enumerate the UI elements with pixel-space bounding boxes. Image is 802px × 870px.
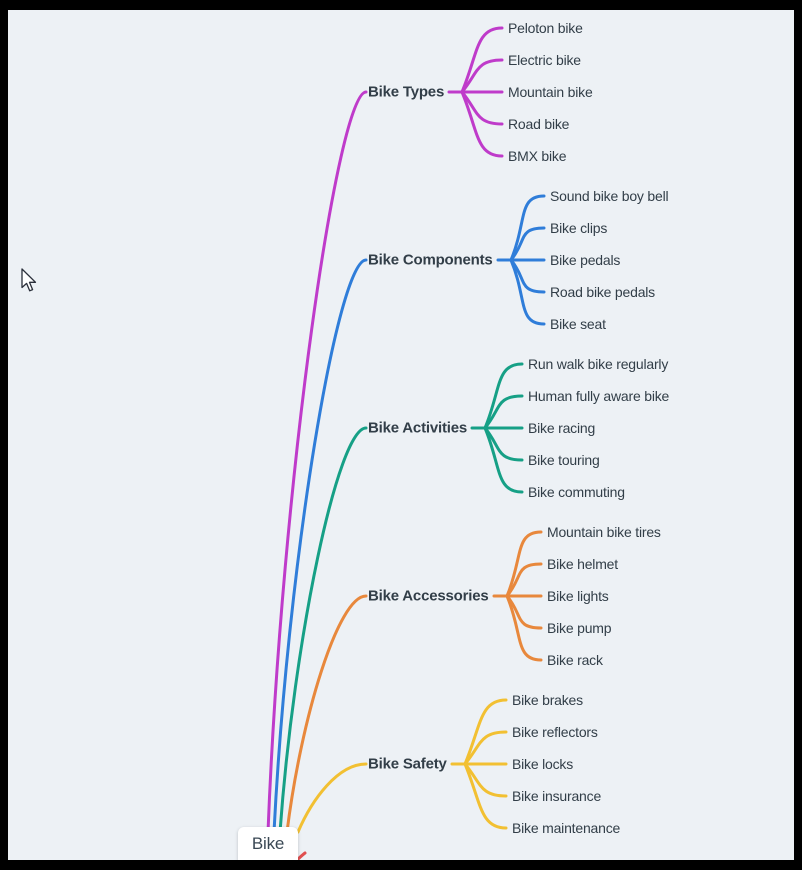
leaf-node[interactable]: Bike maintenance xyxy=(512,820,621,836)
root-node-label: Bike xyxy=(251,834,285,853)
leaf-node[interactable]: Bike helmet xyxy=(547,556,618,572)
leaf-node[interactable]: Peloton bike xyxy=(508,20,583,36)
leaf-node[interactable]: Bike seat xyxy=(550,316,606,332)
leaf-node[interactable]: Bike touring xyxy=(528,452,600,468)
mouse-cursor-icon xyxy=(21,268,37,292)
leaf-node[interactable]: Bike pedals xyxy=(550,252,621,268)
leaf-node[interactable]: Bike brakes xyxy=(512,692,583,708)
leaf-node[interactable]: Bike lights xyxy=(547,588,609,604)
leaf-node[interactable]: Road bike xyxy=(508,116,570,132)
leaf-node[interactable]: Bike reflectors xyxy=(512,724,598,740)
leaf-node[interactable]: Bike pump xyxy=(547,620,612,636)
leaf-node[interactable]: Bike rack xyxy=(547,652,603,668)
leaf-node[interactable]: Mountain bike xyxy=(508,84,593,100)
branch-node-bike-types[interactable]: Bike Types xyxy=(368,83,445,101)
root-node-bike[interactable]: Bike xyxy=(238,827,298,860)
leaf-node[interactable]: Bike commuting xyxy=(528,484,625,500)
branch-node-bike-safety[interactable]: Bike Safety xyxy=(368,755,447,773)
leaf-node[interactable]: Run walk bike regularly xyxy=(528,356,669,372)
leaf-node[interactable]: Sound bike boy bell xyxy=(550,188,669,204)
leaf-node[interactable]: Bike locks xyxy=(512,756,574,772)
mindmap-canvas[interactable]: Bike Types Bike Components Bike Activiti… xyxy=(8,10,794,860)
leaf-node[interactable]: Bike racing xyxy=(528,420,596,436)
branch-node-bike-accessories[interactable]: Bike Accessories xyxy=(368,587,489,605)
mindmap-edges xyxy=(266,26,546,860)
leaf-node[interactable]: Bike insurance xyxy=(512,788,602,804)
leaf-node[interactable]: Road bike pedals xyxy=(550,284,655,300)
leaf-node[interactable]: Bike clips xyxy=(550,220,608,236)
branch-node-bike-components[interactable]: Bike Components xyxy=(368,251,493,269)
leaf-node[interactable]: BMX bike xyxy=(508,148,567,164)
leaf-node[interactable]: Human fully aware bike xyxy=(528,388,670,404)
branch-node-bike-activities[interactable]: Bike Activities xyxy=(368,419,467,437)
leaf-node[interactable]: Mountain bike tires xyxy=(547,524,661,540)
leaf-node[interactable]: Electric bike xyxy=(508,52,581,68)
